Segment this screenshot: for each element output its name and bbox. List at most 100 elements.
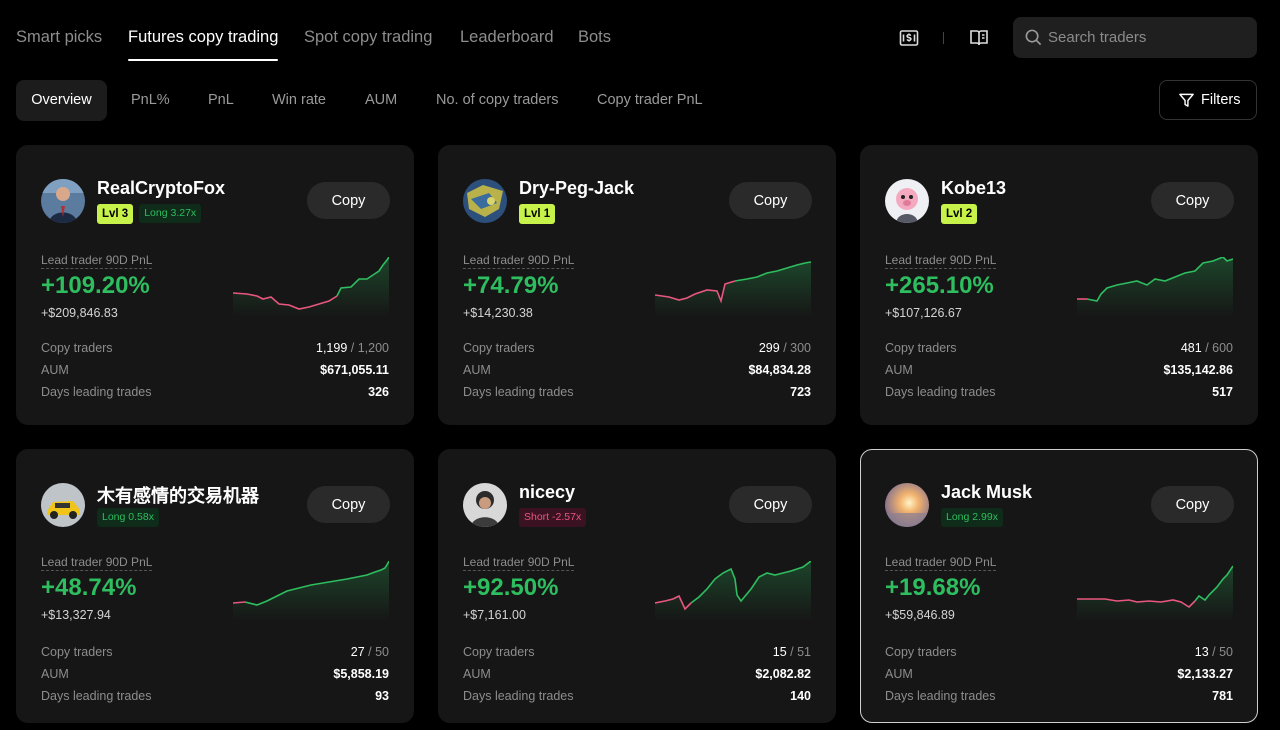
copy-traders-count: 15	[772, 645, 787, 659]
copy-traders-max: / 600	[1205, 341, 1233, 355]
filters-label: Filters	[1201, 92, 1241, 108]
trader-card[interactable]: 木有感情的交易机器 Long 0.58x Copy Lead trader 90D P…	[16, 449, 414, 723]
sparkline-down-segment	[232, 292, 338, 310]
aum-value: $84,834.28	[748, 363, 811, 377]
copy-traders-max: / 50	[368, 645, 389, 659]
pnl-percent: +109.20%	[41, 272, 150, 299]
pnl-sparkline	[1077, 561, 1234, 621]
aum-value: $671,055.11	[320, 363, 389, 377]
copy-traders-value: 27 / 50	[351, 645, 389, 659]
sparkline-area	[1077, 566, 1233, 621]
copy-traders-max: / 1,200	[350, 341, 389, 355]
position-badge: Short -2.57x	[519, 508, 587, 527]
trader-name[interactable]: Dry-Peg-Jack	[519, 178, 635, 198]
trader-avatar[interactable]	[885, 483, 929, 527]
pnl-amount: +$59,846.89	[885, 608, 955, 622]
copy-traders-count: 299	[758, 341, 780, 355]
trader-avatar[interactable]	[463, 483, 507, 527]
trader-badges: Long 0.58x	[97, 508, 159, 528]
filters-button[interactable]: Filters	[1159, 80, 1257, 120]
trader-name[interactable]: Kobe13	[941, 178, 1007, 198]
aum-label: AUM	[885, 667, 913, 681]
copy-traders-value: 299 / 300	[759, 341, 811, 355]
trader-name[interactable]: RealCryptoFox	[97, 178, 226, 198]
days-leading-label: Days leading trades	[41, 689, 152, 703]
nav-divider	[943, 32, 944, 44]
copy-traders-value: 15 / 51	[773, 645, 811, 659]
sparkline-down-segment	[654, 594, 692, 611]
subtab-pnl-pct[interactable]: PnL%	[131, 92, 170, 108]
level-badge: Lvl 3	[97, 204, 134, 224]
sparkline-down-segment	[654, 280, 736, 304]
trader-avatar[interactable]	[41, 179, 85, 223]
copy-button[interactable]: Copy	[1151, 182, 1234, 219]
trader-avatar[interactable]	[41, 483, 85, 527]
pnl-amount: +$13,327.94	[41, 608, 111, 622]
subtab-copy-trader-pnl[interactable]: Copy trader PnL	[597, 92, 703, 108]
pnl-90d-label: Lead trader 90D PnL	[463, 253, 575, 269]
trader-card[interactable]: Jack Musk Long 2.99x Copy Lead trader 90D P…	[860, 449, 1258, 723]
tab-smart-picks[interactable]: Smart picks	[16, 28, 103, 46]
tab-leaderboard[interactable]: Leaderboard	[460, 28, 554, 46]
search-icon	[1025, 29, 1042, 46]
trader-badges: Long 2.99x	[941, 508, 1003, 528]
subtab-overview[interactable]: Overview	[16, 80, 107, 121]
aum-label: AUM	[463, 667, 491, 681]
pnl-sparkline	[654, 560, 812, 621]
pnl-percent: +48.74%	[41, 574, 137, 601]
copy-traders-max: / 300	[783, 341, 811, 355]
pnl-90d-label: Lead trader 90D PnL	[41, 555, 153, 571]
trader-name[interactable]: Jack Musk	[941, 482, 1033, 502]
copy-traders-count: 13	[1194, 645, 1209, 659]
sparkline-area	[655, 561, 811, 621]
search-box[interactable]	[1013, 17, 1257, 58]
copy-button[interactable]: Copy	[1151, 486, 1234, 523]
sparkline-down-segment	[232, 601, 246, 604]
copy-traders-label: Copy traders	[41, 341, 113, 355]
pnl-sparkline	[654, 257, 812, 317]
subtab-copy-traders-count[interactable]: No. of copy traders	[436, 92, 559, 108]
trader-card[interactable]: Dry-Peg-Jack Lvl 1 Copy Lead trader 90D PnL…	[438, 145, 836, 425]
days-leading-label: Days leading trades	[885, 689, 996, 703]
position-badge: Long 3.27x	[139, 204, 202, 223]
days-leading-value: 517	[1212, 385, 1233, 399]
trader-name[interactable]: nicecy	[519, 482, 576, 502]
copy-button[interactable]: Copy	[729, 182, 812, 219]
subtab-pnl[interactable]: PnL	[208, 92, 234, 108]
trader-name[interactable]: 木有感情的交易机器	[97, 486, 259, 506]
copy-button[interactable]: Copy	[307, 182, 390, 219]
trader-badges: Lvl 2	[941, 204, 978, 224]
sparkline-up-segment	[336, 256, 390, 297]
position-badge: Long 0.58x	[97, 508, 159, 527]
trader-card[interactable]: Kobe13 Lvl 2 Copy Lead trader 90D PnL +265.1…	[860, 145, 1258, 425]
aum-label: AUM	[885, 363, 913, 377]
search-input[interactable]	[1048, 17, 1248, 58]
copy-button[interactable]: Copy	[729, 486, 812, 523]
subtab-win-rate[interactable]: Win rate	[272, 92, 326, 108]
pnl-percent: +74.79%	[463, 272, 559, 299]
aum-value: $135,142.86	[1163, 363, 1233, 377]
trader-card[interactable]: nicecy Short -2.57x Copy Lead trader 90D Pn…	[438, 449, 836, 723]
pnl-amount: +$107,126.67	[885, 306, 962, 320]
tab-spot-copy-trading[interactable]: Spot copy trading	[304, 28, 433, 46]
copy-traders-count: 1,199	[316, 341, 348, 355]
days-leading-value: 93	[375, 689, 389, 703]
aum-value: $5,858.19	[333, 667, 389, 681]
filter-icon	[1179, 93, 1194, 107]
trader-avatar[interactable]	[463, 179, 507, 223]
copy-traders-label: Copy traders	[885, 645, 957, 659]
wallet-icon[interactable]	[897, 26, 921, 50]
book-icon[interactable]	[967, 26, 991, 50]
trader-card[interactable]: RealCryptoFox Lvl 3 Long 3.27x Copy Lead tra…	[16, 145, 414, 425]
pnl-90d-label: Lead trader 90D PnL	[885, 253, 997, 269]
days-leading-label: Days leading trades	[463, 385, 574, 399]
pnl-90d-label: Lead trader 90D PnL	[463, 555, 575, 571]
position-badge: Long 2.99x	[941, 508, 1003, 527]
tab-futures-copy-trading[interactable]: Futures copy trading	[128, 28, 279, 61]
trader-avatar[interactable]	[885, 179, 929, 223]
days-leading-value: 326	[368, 385, 389, 399]
subtab-aum[interactable]: AUM	[365, 92, 398, 108]
tab-bots[interactable]: Bots	[578, 28, 612, 46]
trader-badges: Lvl 1	[519, 204, 556, 224]
copy-button[interactable]: Copy	[307, 486, 390, 523]
